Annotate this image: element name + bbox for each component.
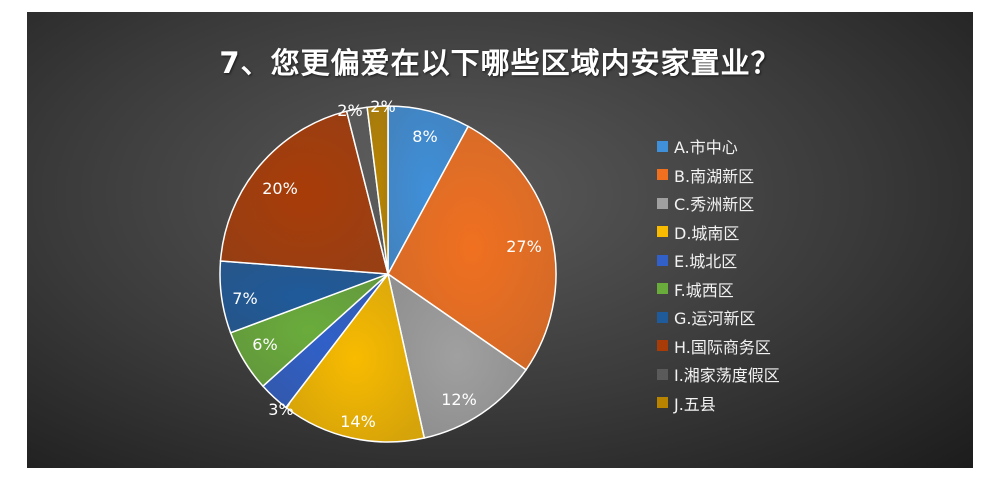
legend-swatch-4 — [657, 254, 668, 266]
legend-item-7: H.国际商务区 — [657, 332, 780, 361]
chart-frame: 7、您更偏爱在以下哪些区域内安家置业？ 8% 27% 12% 14% 3% 6% 7% 20%… — [27, 12, 973, 468]
pie-chart: 8% 27% 12% 14% 3% 6% 7% 20% 2% 2% — [219, 97, 557, 443]
legend-item-9: J.五县 — [657, 389, 780, 418]
legend-label-5: F.城西区 — [674, 280, 734, 300]
chart-title: 7、您更偏爱在以下哪些区域内安家置业？ — [219, 46, 781, 80]
data-label-3: 14% — [340, 412, 376, 431]
legend-item-3: D.城南区 — [657, 218, 780, 247]
data-label-7: 20% — [262, 179, 298, 198]
legend-label-9: J.五县 — [674, 394, 716, 414]
legend-swatch-1 — [657, 169, 668, 181]
legend-item-0: A.市中心 — [657, 132, 780, 161]
legend-label-0: A.市中心 — [674, 138, 738, 158]
legend-swatch-9 — [657, 397, 668, 409]
legend-item-1: B.南湖新区 — [657, 161, 780, 190]
legend-label-7: H.国际商务区 — [674, 337, 771, 357]
legend-label-2: C.秀洲新区 — [674, 195, 755, 215]
legend-label-8: I.湘家荡度假区 — [674, 366, 780, 386]
legend-label-3: D.城南区 — [674, 223, 740, 243]
legend-swatch-8 — [657, 368, 668, 380]
data-label-4: 3% — [268, 400, 293, 419]
legend-swatch-2 — [657, 197, 668, 209]
legend-item-2: C.秀洲新区 — [657, 189, 780, 218]
data-label-6: 7% — [232, 289, 257, 308]
data-label-2: 12% — [441, 390, 477, 409]
legend-swatch-7 — [657, 340, 668, 352]
legend-swatch-6 — [657, 311, 668, 323]
pie-slice-3 — [284, 272, 426, 443]
pie-slice-1 — [387, 125, 557, 371]
legend-label-6: G.运河新区 — [674, 309, 756, 329]
legend: A.市中心 B.南湖新区 C.秀洲新区 D.城南区 E.城北区 F.城西区 G.运河新区 H… — [657, 132, 780, 417]
data-label-1: 27% — [506, 237, 542, 256]
pie-slice-9 — [366, 105, 389, 275]
legend-swatch-0 — [657, 140, 668, 152]
legend-label-1: B.南湖新区 — [674, 166, 755, 186]
data-label-0: 8% — [412, 127, 437, 146]
pie-slice-7 — [219, 110, 389, 275]
legend-item-6: G.运河新区 — [657, 303, 780, 332]
legend-label-4: E.城北区 — [674, 252, 738, 272]
legend-item-8: I.湘家荡度假区 — [657, 360, 780, 389]
legend-swatch-5 — [657, 283, 668, 295]
legend-item-5: F.城西区 — [657, 275, 780, 304]
data-label-5: 6% — [252, 335, 277, 354]
pie-slice-2 — [386, 272, 528, 439]
data-label-9: 2% — [370, 97, 395, 116]
legend-swatch-3 — [657, 226, 668, 238]
legend-item-4: E.城北区 — [657, 246, 780, 275]
data-label-8: 2% — [337, 101, 362, 120]
